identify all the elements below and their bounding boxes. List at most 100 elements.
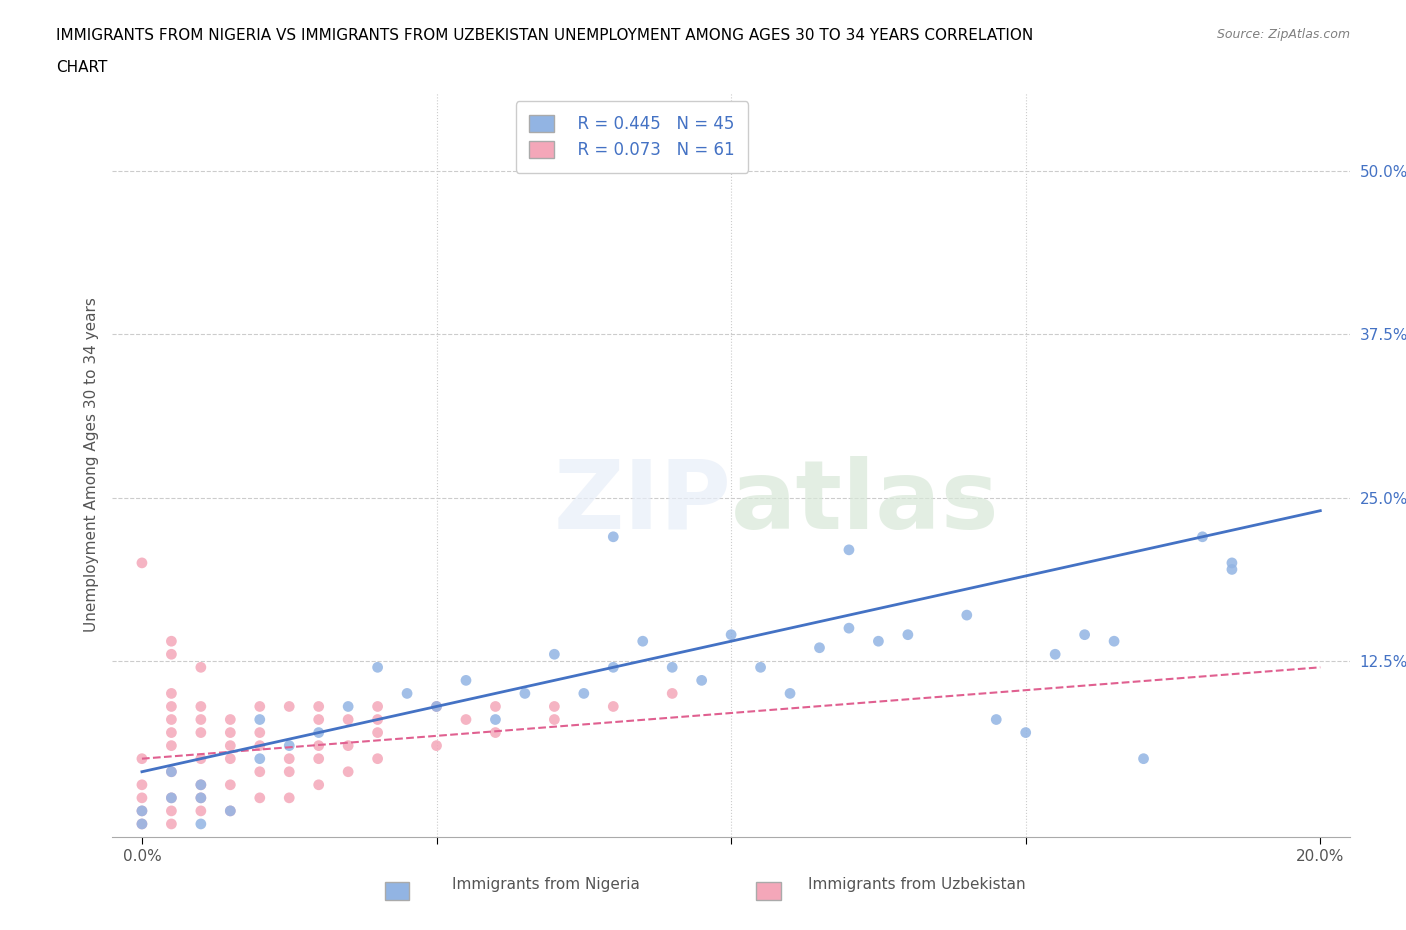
Point <box>160 790 183 805</box>
Point <box>190 790 212 805</box>
Point <box>249 751 271 766</box>
Point <box>484 712 506 727</box>
Point <box>1073 627 1095 642</box>
Y-axis label: Unemployment Among Ages 30 to 34 years: Unemployment Among Ages 30 to 34 years <box>83 298 98 632</box>
Point <box>219 751 242 766</box>
Point <box>661 686 683 701</box>
Point <box>278 764 301 779</box>
Point <box>1132 751 1154 766</box>
Point <box>219 738 242 753</box>
Point <box>160 647 183 662</box>
Point <box>868 633 890 648</box>
Point <box>190 817 212 831</box>
Point <box>1220 562 1243 577</box>
Point <box>690 673 713 688</box>
Point <box>219 804 242 818</box>
Point <box>897 627 920 642</box>
Point <box>425 738 447 753</box>
Point <box>367 725 389 740</box>
Point <box>543 647 565 662</box>
Point <box>308 777 330 792</box>
Point <box>160 725 183 740</box>
Point <box>131 555 153 570</box>
Legend:   R = 0.445   N = 45,   R = 0.073   N = 61: R = 0.445 N = 45, R = 0.073 N = 61 <box>516 101 748 173</box>
Point <box>454 712 477 727</box>
Point <box>454 673 477 688</box>
Point <box>425 699 447 714</box>
Point <box>808 640 831 655</box>
Point <box>131 817 153 831</box>
Point <box>367 699 389 714</box>
Point <box>337 699 360 714</box>
Point <box>190 725 212 740</box>
Point <box>337 712 360 727</box>
Point <box>190 660 212 675</box>
Point <box>131 804 153 818</box>
Point <box>160 686 183 701</box>
Point <box>956 607 979 622</box>
Point <box>602 529 624 544</box>
FancyBboxPatch shape <box>385 882 409 900</box>
Point <box>219 777 242 792</box>
Point <box>219 725 242 740</box>
Point <box>160 699 183 714</box>
Text: ZIP: ZIP <box>553 456 731 549</box>
Point <box>1043 647 1066 662</box>
Point <box>160 712 183 727</box>
Text: atlas: atlas <box>731 456 1000 549</box>
Point <box>249 712 271 727</box>
Point <box>661 660 683 675</box>
Point <box>1191 529 1213 544</box>
Point <box>190 712 212 727</box>
Point <box>513 686 536 701</box>
Point <box>160 738 183 753</box>
Point <box>308 699 330 714</box>
Point <box>838 542 860 557</box>
Point <box>190 751 212 766</box>
Text: Source: ZipAtlas.com: Source: ZipAtlas.com <box>1216 28 1350 41</box>
Point <box>543 712 565 727</box>
Point <box>308 738 330 753</box>
Point <box>249 738 271 753</box>
Point <box>484 725 506 740</box>
Point <box>249 725 271 740</box>
Point <box>131 804 153 818</box>
Point <box>131 817 153 831</box>
Point <box>278 751 301 766</box>
Point <box>190 699 212 714</box>
Point <box>720 627 742 642</box>
Text: Immigrants from Uzbekistan: Immigrants from Uzbekistan <box>808 877 1025 892</box>
Point <box>602 660 624 675</box>
Point <box>1220 555 1243 570</box>
Point <box>160 804 183 818</box>
Point <box>367 660 389 675</box>
Point <box>278 738 301 753</box>
Point <box>160 633 183 648</box>
Point <box>160 817 183 831</box>
Point <box>631 633 654 648</box>
Point <box>1015 725 1038 740</box>
Point <box>779 686 801 701</box>
Point <box>190 804 212 818</box>
Point <box>425 699 447 714</box>
Point <box>131 790 153 805</box>
Point <box>249 764 271 779</box>
Point <box>190 777 212 792</box>
Point <box>838 620 860 635</box>
Point <box>337 764 360 779</box>
Point <box>131 751 153 766</box>
Point <box>160 790 183 805</box>
Point <box>337 738 360 753</box>
Point <box>249 790 271 805</box>
Point <box>367 712 389 727</box>
Point <box>160 764 183 779</box>
Point <box>308 725 330 740</box>
Point <box>308 751 330 766</box>
Point <box>219 712 242 727</box>
Point <box>131 777 153 792</box>
Point <box>278 699 301 714</box>
Text: IMMIGRANTS FROM NIGERIA VS IMMIGRANTS FROM UZBEKISTAN UNEMPLOYMENT AMONG AGES 30: IMMIGRANTS FROM NIGERIA VS IMMIGRANTS FR… <box>56 28 1033 43</box>
Point <box>543 699 565 714</box>
Point <box>278 790 301 805</box>
Point <box>749 660 772 675</box>
